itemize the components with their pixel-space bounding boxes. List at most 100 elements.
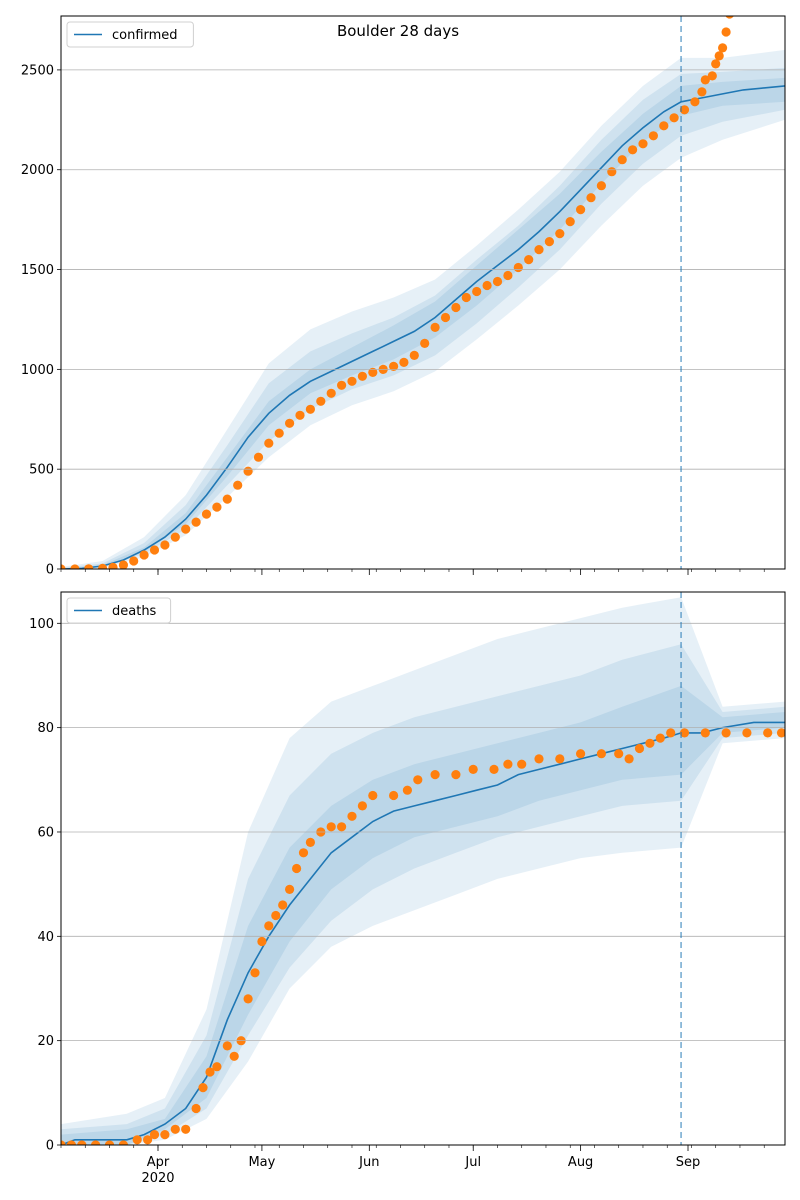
observed-point bbox=[243, 994, 253, 1004]
observed-point bbox=[212, 1062, 222, 1072]
observed-point bbox=[357, 371, 367, 381]
observed-point bbox=[104, 1140, 115, 1145]
observed-point bbox=[257, 936, 267, 947]
observed-point bbox=[132, 1135, 142, 1145]
observed-point bbox=[250, 968, 260, 978]
plot-area bbox=[61, 16, 785, 569]
observed-point bbox=[576, 749, 586, 759]
observed-point bbox=[70, 564, 80, 569]
observed-point bbox=[61, 564, 66, 569]
y-tick-label: 40 bbox=[37, 930, 54, 945]
x-tick-label: Apr bbox=[147, 1155, 170, 1170]
observed-point bbox=[264, 921, 274, 931]
observed-point bbox=[357, 801, 367, 811]
observed-point bbox=[721, 728, 731, 738]
observed-point bbox=[212, 502, 222, 512]
legend-label: confirmed bbox=[112, 28, 178, 43]
observed-point bbox=[285, 418, 295, 428]
y-tick-label: 0 bbox=[46, 563, 54, 578]
observed-point bbox=[181, 524, 191, 534]
observed-point bbox=[409, 350, 419, 360]
observed-point bbox=[61, 1140, 66, 1145]
legend: deaths bbox=[66, 597, 172, 624]
axes-frame bbox=[60, 591, 786, 1146]
y-tick-label: 100 bbox=[29, 617, 54, 632]
observed-point bbox=[77, 1140, 87, 1145]
observed-point bbox=[555, 754, 565, 764]
observed-point bbox=[347, 811, 357, 821]
observed-point bbox=[666, 728, 676, 738]
observed-point bbox=[638, 139, 648, 149]
observed-point bbox=[714, 51, 724, 61]
y-tick-label: 2500 bbox=[21, 63, 54, 78]
observed-point bbox=[149, 545, 160, 555]
observed-point bbox=[118, 1140, 128, 1145]
observed-point bbox=[399, 357, 409, 367]
x-tick-label: Sep bbox=[676, 1155, 701, 1170]
observed-point bbox=[413, 775, 423, 785]
observed-point bbox=[776, 728, 785, 738]
uncertainty-band bbox=[61, 49, 785, 569]
observed-point bbox=[389, 790, 399, 801]
uncertainty-band bbox=[61, 685, 785, 1145]
observed-point bbox=[233, 480, 243, 490]
observed-point bbox=[596, 749, 607, 759]
observed-point bbox=[198, 1083, 208, 1093]
observed-point bbox=[645, 738, 655, 748]
observed-point bbox=[718, 43, 728, 53]
confirmed-model-line bbox=[61, 85, 785, 569]
legend-label: deaths bbox=[112, 604, 157, 619]
observed-point bbox=[264, 438, 274, 448]
observed-point bbox=[278, 900, 288, 910]
observed-point bbox=[222, 1041, 232, 1051]
observed-point bbox=[624, 754, 634, 764]
y-tick-label: 0 bbox=[46, 1139, 54, 1154]
uncertainty-band bbox=[61, 67, 785, 569]
uncertainty-band bbox=[61, 597, 785, 1145]
observed-point bbox=[725, 16, 734, 19]
observed-point bbox=[555, 229, 565, 239]
observed-point bbox=[181, 1124, 191, 1134]
observed-point bbox=[451, 302, 461, 313]
observed-point bbox=[679, 105, 690, 115]
observed-point bbox=[129, 556, 139, 566]
observed-point bbox=[243, 466, 253, 476]
y-tick-label: 500 bbox=[29, 463, 54, 478]
observed-point bbox=[389, 361, 399, 371]
confirmed-panel: 0 500 1000 1500 2000 2500 confirmed bbox=[21, 15, 786, 578]
observed-point bbox=[742, 728, 752, 738]
observed-point bbox=[614, 749, 624, 759]
observed-point bbox=[534, 754, 544, 764]
x-tick-label: Jun bbox=[358, 1155, 379, 1170]
observed-point bbox=[271, 910, 281, 921]
observed-point bbox=[201, 509, 212, 519]
observed-point bbox=[763, 728, 773, 738]
observed-point bbox=[700, 75, 710, 85]
observed-point bbox=[492, 276, 503, 287]
plot-area bbox=[61, 597, 785, 1145]
observed-point bbox=[596, 181, 607, 191]
x-tick-sublabel: 2020 bbox=[141, 1171, 174, 1186]
observed-point bbox=[586, 193, 596, 203]
observed-point bbox=[489, 764, 499, 775]
observed-point bbox=[468, 764, 478, 775]
observed-point bbox=[430, 770, 440, 780]
axes-frame bbox=[60, 15, 786, 570]
observed-point bbox=[222, 494, 232, 504]
observed-point bbox=[91, 1140, 101, 1145]
observed-point bbox=[191, 1103, 201, 1114]
observed-point bbox=[305, 404, 315, 414]
observed-point bbox=[191, 517, 201, 527]
observed-point bbox=[368, 367, 378, 377]
observed-point bbox=[576, 205, 586, 215]
observed-point bbox=[316, 396, 326, 406]
observed-point bbox=[285, 884, 295, 895]
y-tick-label: 20 bbox=[37, 1034, 54, 1049]
observed-point bbox=[617, 155, 627, 165]
observed-point bbox=[534, 245, 544, 255]
legend-box bbox=[66, 21, 194, 48]
observed-point bbox=[368, 790, 378, 801]
observed-point bbox=[544, 237, 555, 247]
